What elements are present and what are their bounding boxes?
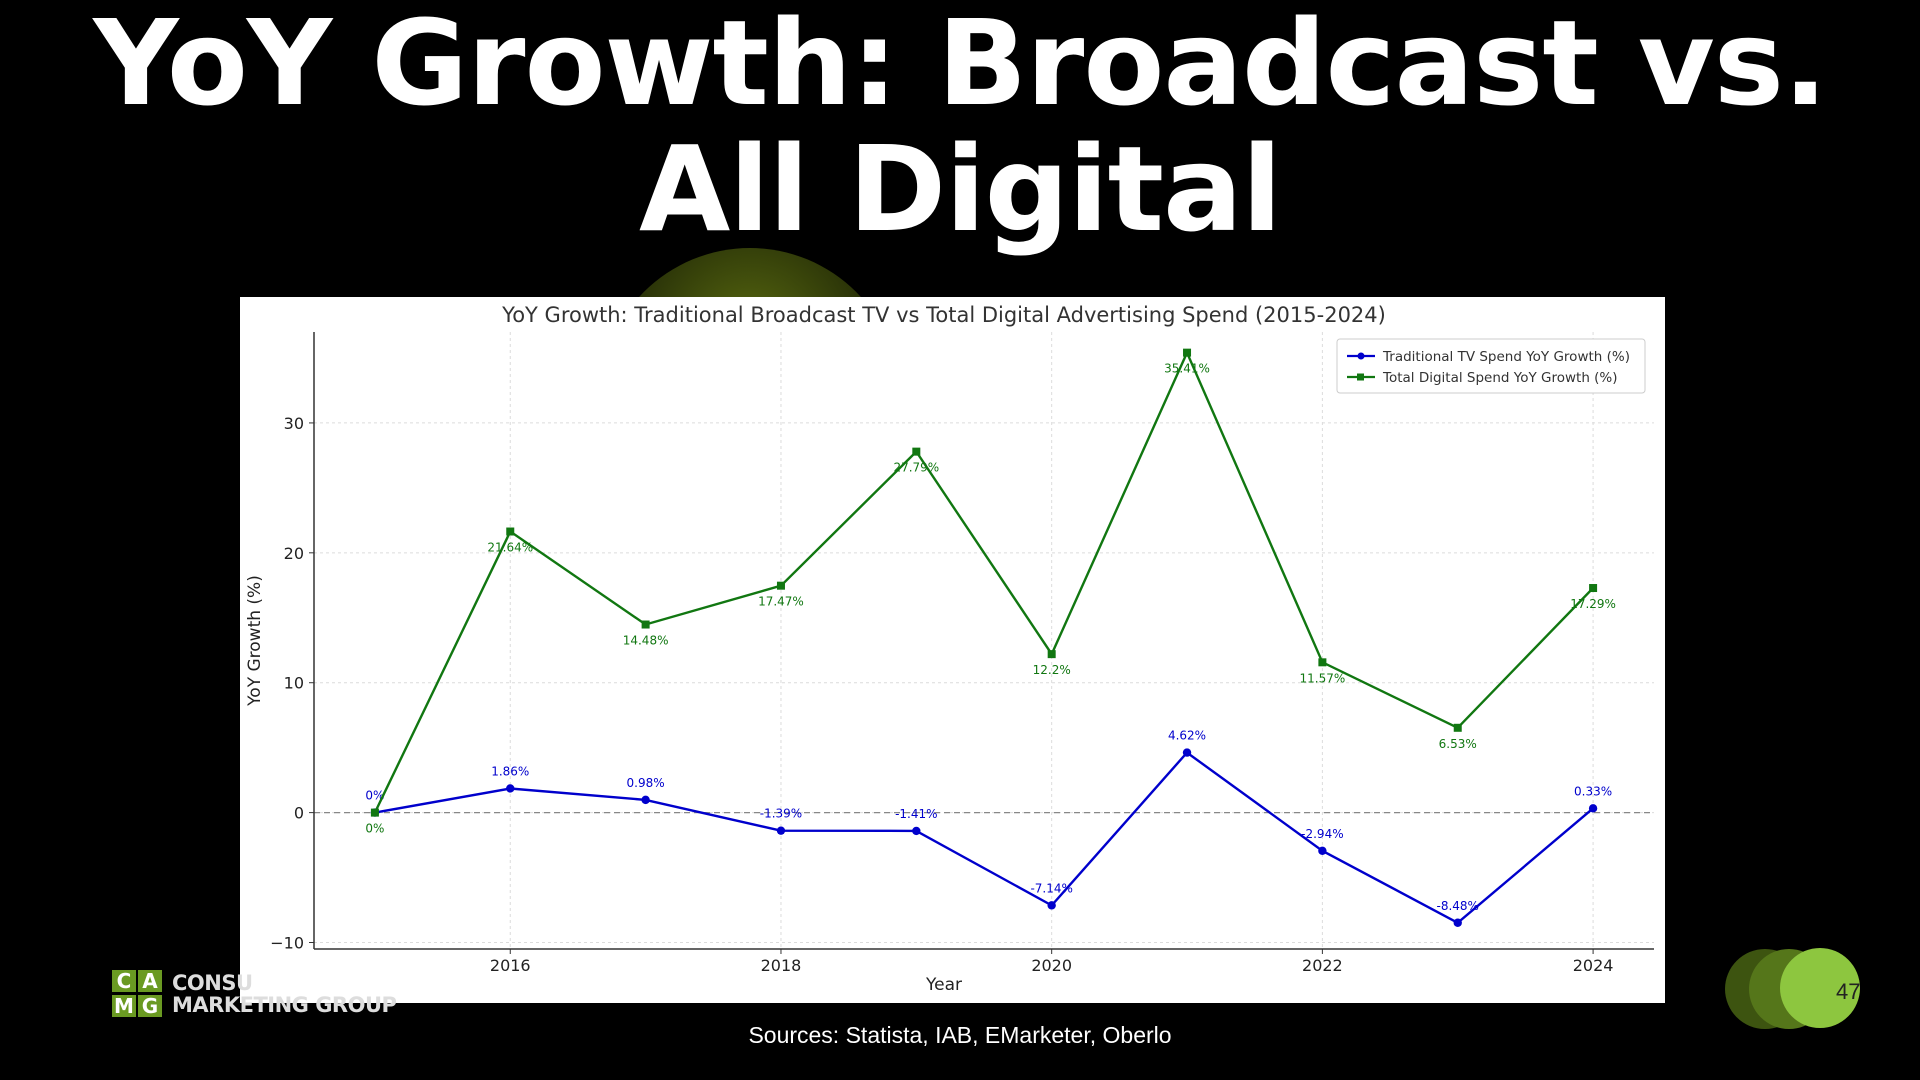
y-tick-label: 10 — [284, 674, 304, 693]
series-line — [373, 349, 1594, 814]
slide-title: YoY Growth: Broadcast vs. All Digital — [0, 0, 1920, 252]
data-label: 11.57% — [1300, 671, 1346, 685]
data-label: -1.41% — [895, 807, 937, 821]
data-point — [1453, 918, 1462, 927]
series-line — [374, 750, 1594, 925]
legend-marker — [1357, 373, 1364, 381]
data-point — [506, 527, 515, 536]
slide-title-line-1: YoY Growth: Broadcast vs. — [93, 0, 1828, 132]
data-point — [1318, 658, 1327, 667]
sources-note: Sources: Statista, IAB, EMarketer, Oberl… — [748, 1022, 1172, 1048]
legend-label: Traditional TV Spend YoY Growth (%) — [1382, 349, 1630, 365]
data-label: 1.86% — [491, 764, 529, 778]
data-label: 0.98% — [627, 776, 665, 790]
x-axis-label: Year — [925, 975, 962, 995]
data-label: -2.94% — [1301, 827, 1343, 841]
logo-letter: M — [112, 995, 136, 1017]
data-label: -1.39% — [760, 807, 802, 821]
data-point — [776, 581, 785, 590]
page-number: 47 — [1836, 979, 1861, 1004]
company-logo: C A M G CONSU MARKETING GROUP — [104, 968, 397, 1024]
data-label: 0% — [365, 789, 384, 803]
data-point — [1589, 584, 1598, 593]
x-tick-label: 2024 — [1573, 956, 1614, 975]
data-point — [912, 447, 921, 456]
y-tick-label: −10 — [270, 934, 304, 953]
y-tick-label: 0 — [294, 804, 304, 823]
data-point — [776, 826, 786, 835]
data-point — [1453, 723, 1462, 732]
x-tick-label: 2022 — [1302, 956, 1343, 975]
data-label: 14.48% — [623, 634, 669, 648]
logo-text: CONSU MARKETING GROUP — [172, 971, 397, 1017]
data-point — [641, 795, 650, 805]
data-point — [1047, 901, 1056, 910]
line-chart: 2016 2018 2020 2022 2024 −10 0 10 20 30 YoY Growth… — [245, 303, 1654, 995]
data-point — [370, 808, 379, 817]
data-point — [1182, 748, 1192, 757]
logo-letter: G — [138, 995, 162, 1017]
page-dot-bright — [1780, 948, 1860, 1028]
legend-box — [1336, 338, 1646, 394]
logo-letter: A — [138, 970, 162, 992]
data-point — [912, 826, 921, 836]
logo-letter: C — [112, 970, 136, 992]
slide-title-line-2: All Digital — [638, 120, 1282, 258]
chart-title: YoY Growth: Traditional Broadcast TV vs … — [501, 303, 1386, 327]
data-label: -8.48% — [1437, 899, 1479, 913]
data-label: 0.33% — [1574, 784, 1612, 798]
logo-mark: C A M G — [104, 968, 164, 1020]
data-label: 0% — [365, 822, 384, 836]
y-tick-label: 20 — [284, 544, 304, 563]
data-point — [1183, 348, 1192, 357]
data-point — [1588, 804, 1598, 813]
x-tick-label: 2018 — [761, 956, 802, 975]
data-point — [1318, 846, 1327, 855]
data-label: 35.41% — [1164, 362, 1210, 376]
data-point — [506, 784, 515, 793]
y-axis-label: YoY Growth (%) — [245, 575, 265, 707]
logo-text-line-2: MARKETING GROUP — [172, 993, 397, 1017]
data-label: 4.62% — [1168, 729, 1206, 743]
x-tick-label: 2020 — [1031, 956, 1072, 975]
chart-panel: 2016 2018 2020 2022 2024 −10 0 10 20 30 YoY Growth… — [240, 297, 1665, 1003]
data-point — [641, 620, 650, 629]
data-point — [1047, 650, 1056, 659]
data-label: 6.53% — [1439, 737, 1477, 751]
data-label: 21.64% — [487, 541, 533, 555]
data-label: 17.47% — [758, 595, 804, 609]
page-indicator — [1725, 948, 1865, 1030]
data-label: 12.2% — [1033, 663, 1071, 677]
data-label: -7.14% — [1030, 881, 1072, 895]
x-tick-label: 2016 — [490, 956, 531, 975]
logo-text-line-1: CONSU — [172, 971, 253, 995]
legend-label: Total Digital Spend YoY Growth (%) — [1382, 370, 1618, 386]
data-label: 27.79% — [893, 461, 939, 475]
data-label: 17.29% — [1570, 597, 1616, 611]
legend-marker — [1357, 352, 1365, 360]
y-tick-label: 30 — [284, 414, 304, 433]
